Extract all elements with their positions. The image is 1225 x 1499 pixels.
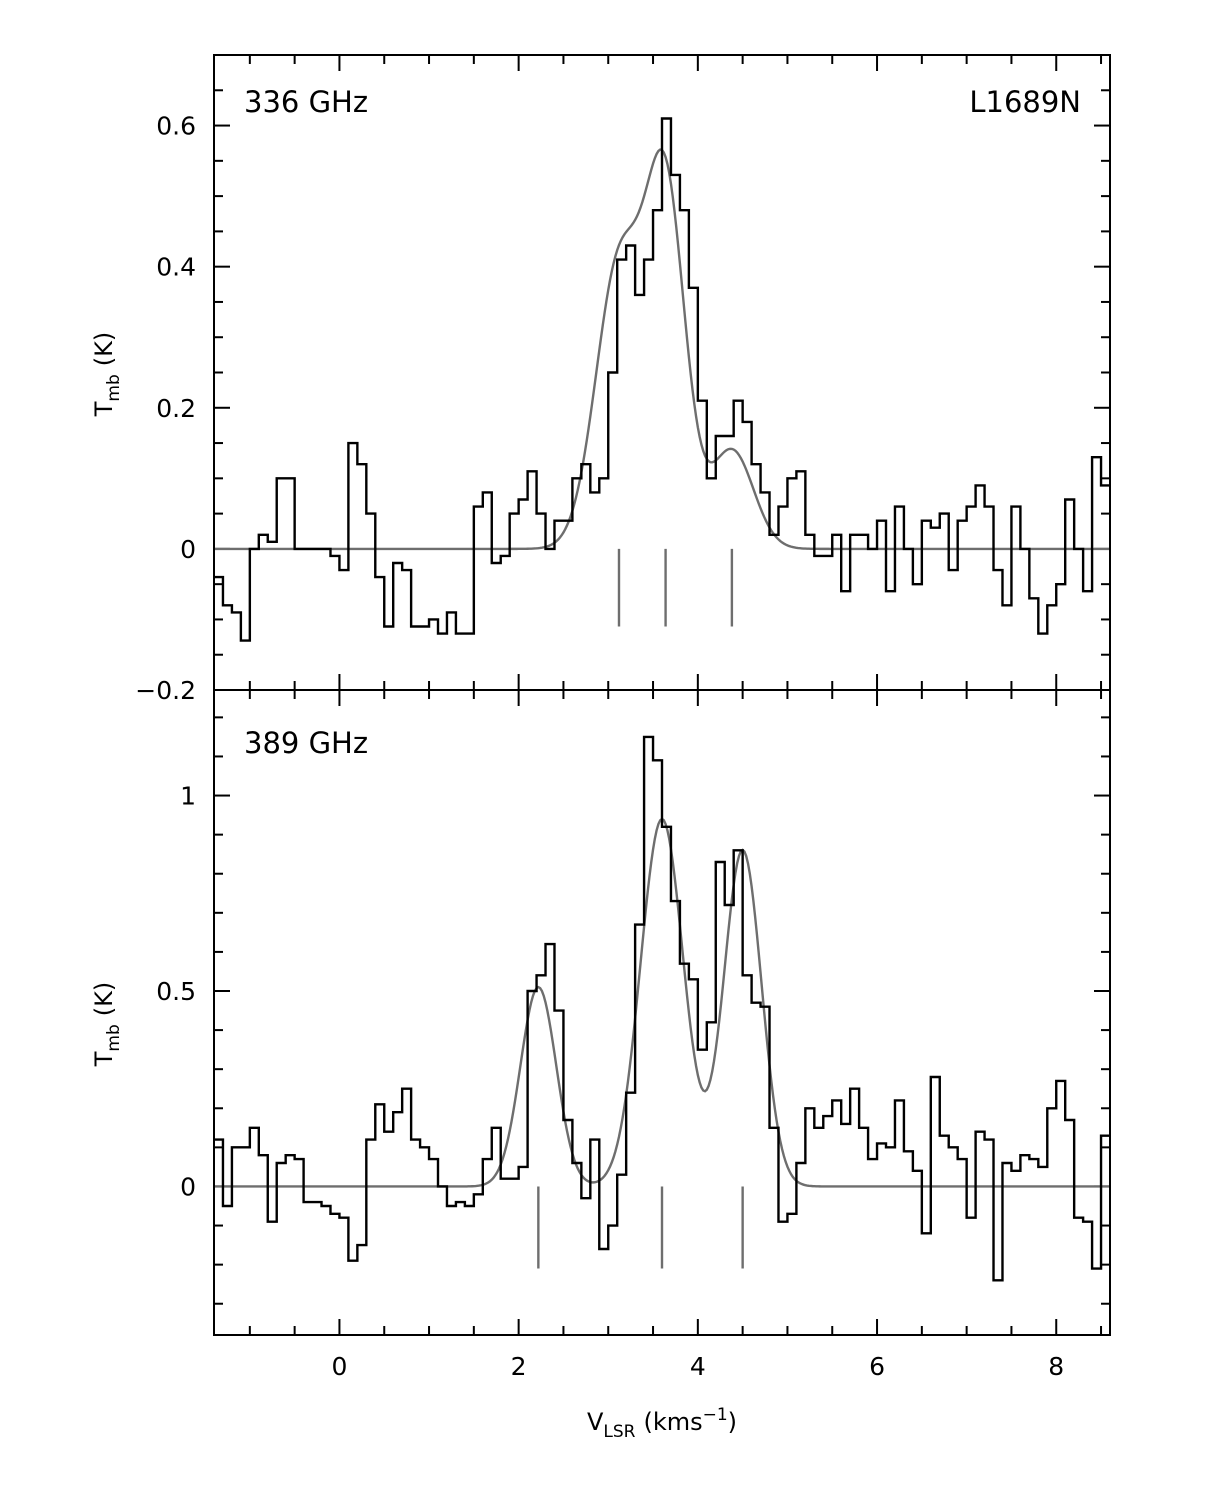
bottom-panel-frame	[213, 689, 1111, 1336]
bottom-ylabel-unit: (K)	[90, 982, 118, 1016]
top-panel-label: 336 GHz	[244, 85, 368, 119]
x-tick-label: 4	[690, 1352, 706, 1381]
top-ytick-labels: −0.2 0 0.2 0.4 0.6	[135, 112, 196, 705]
bottom-ylabel-main: T	[90, 1051, 118, 1067]
xlabel-main: V	[587, 1408, 604, 1436]
bottom-component-markers	[537, 1186, 744, 1269]
x-tick-label: 2	[511, 1352, 527, 1381]
y-tick-label: −0.2	[135, 676, 196, 705]
xlabel-close: )	[728, 1408, 737, 1436]
xlabel: VLSR (kms−1)	[587, 1405, 737, 1442]
top-ylabel-unit: (K)	[90, 332, 118, 366]
top-ylabel: Tmb (K)	[90, 332, 124, 418]
x-tick-label: 6	[869, 1352, 885, 1381]
spectrum-line	[214, 735, 1110, 1282]
y-tick-label: 0	[180, 1172, 196, 1201]
svg-text:Tmb(K): Tmb (K)	[90, 332, 124, 418]
bottom-ylabel-sub: mb	[104, 1024, 124, 1051]
xlabel-exponent: −1	[703, 1405, 728, 1425]
panel-336ghz: −0.2 0 0.2 0.4 0.6 336 GHz L1689N Tmb (K)	[90, 54, 1111, 705]
spectrum-line	[214, 117, 1110, 642]
xlabel-sub: LSR	[603, 1422, 635, 1442]
xlabel-unit: (kms	[643, 1408, 702, 1436]
bottom-panel-label: 389 GHz	[244, 726, 368, 760]
top-ylabel-main: T	[90, 401, 118, 417]
svg-text:Tmb(K): Tmb (K)	[90, 982, 124, 1068]
y-tick-label: 0.6	[156, 112, 196, 141]
top-ylabel-sub: mb	[104, 374, 124, 401]
bottom-spectrum-histogram	[214, 735, 1110, 1282]
y-tick-label: 0	[180, 535, 196, 564]
bottom-axis-ticks	[214, 690, 1110, 1335]
y-tick-label: 1	[180, 782, 196, 811]
top-component-markers	[617, 548, 734, 627]
y-tick-label: 0.2	[156, 394, 196, 423]
top-spectrum-histogram	[214, 117, 1110, 642]
x-tick-label: 8	[1048, 1352, 1064, 1381]
xtick-labels: 0 2 4 6 8	[331, 1352, 1064, 1381]
top-axis-ticks	[214, 54, 1110, 691]
x-tick-label: 0	[331, 1352, 347, 1381]
y-tick-label: 0.5	[156, 977, 196, 1006]
y-tick-label: 0.4	[156, 253, 196, 282]
bottom-ylabel: Tmb (K)	[90, 982, 124, 1068]
source-label: L1689N	[969, 85, 1081, 119]
bottom-ytick-labels: 00.51	[156, 782, 196, 1202]
